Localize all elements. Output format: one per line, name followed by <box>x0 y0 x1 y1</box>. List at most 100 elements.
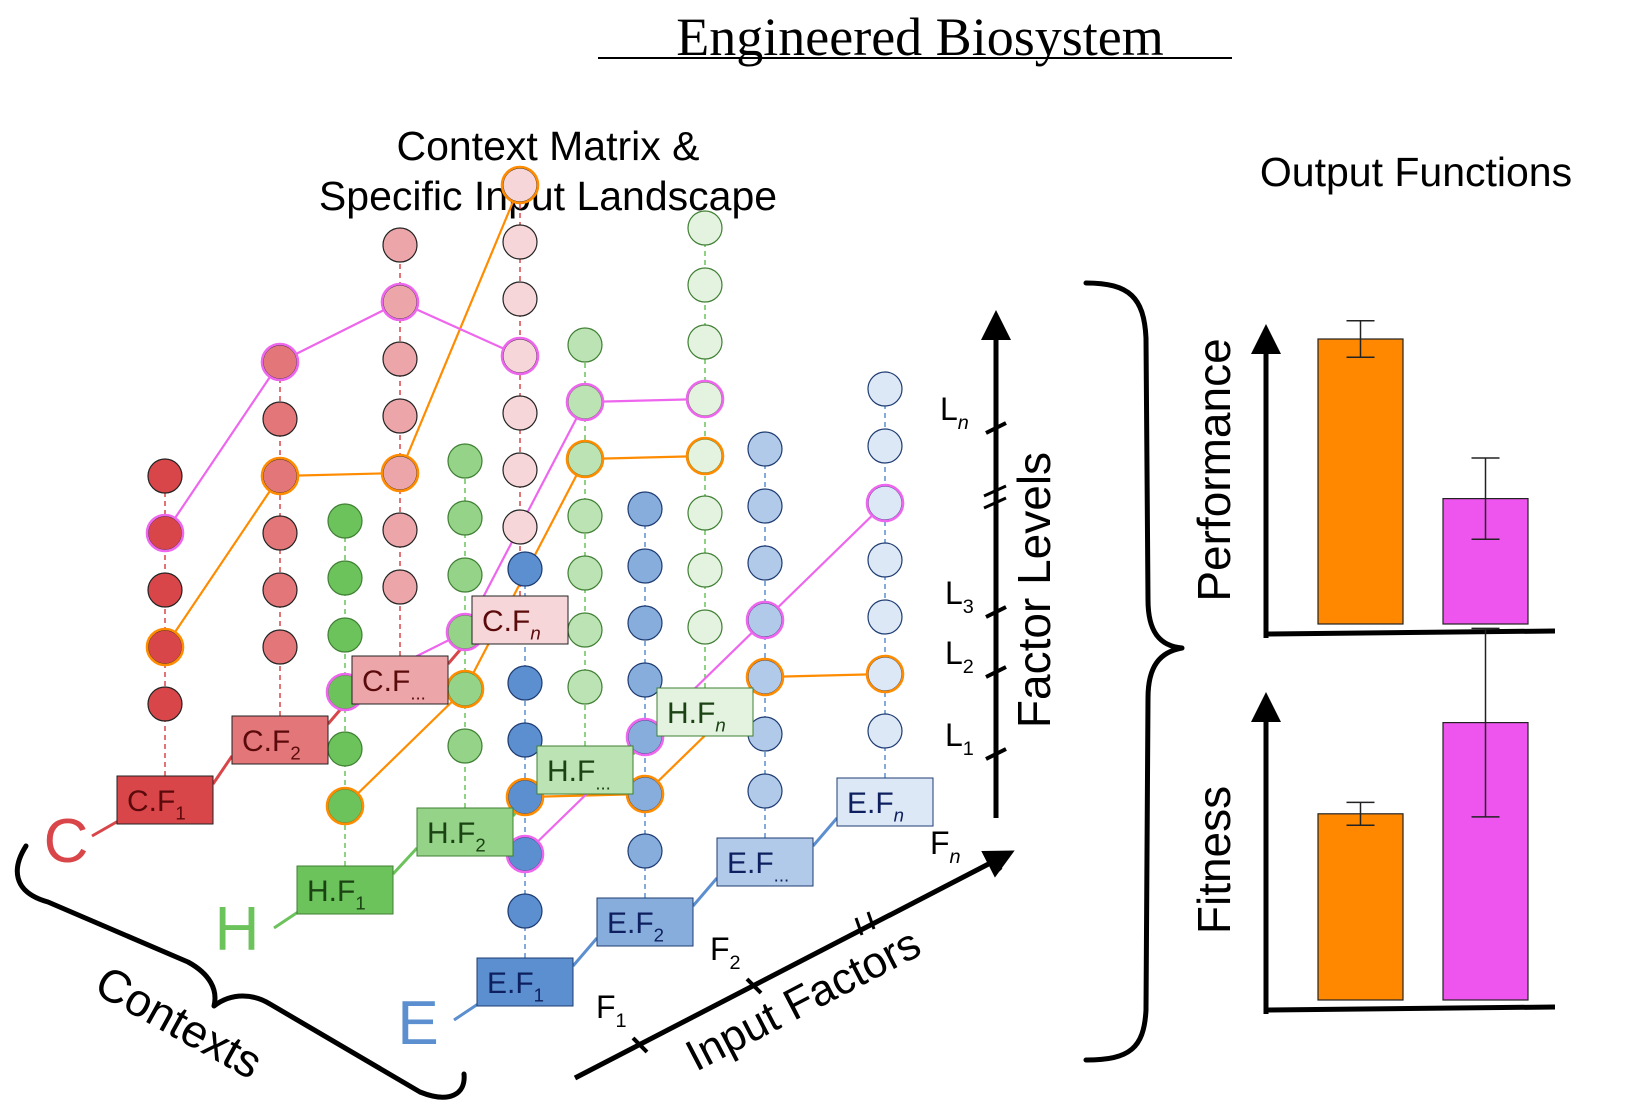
chart-bar-orange <box>1317 338 1404 625</box>
factor-box-c-2 <box>231 715 329 765</box>
factor-level-tick-label: L3 <box>945 575 974 618</box>
selected-level-ring <box>260 456 300 496</box>
connector-c-1 <box>211 755 234 785</box>
factor-box-label: H.Fn <box>667 697 726 735</box>
level-circle <box>747 545 783 581</box>
level-circle <box>502 224 538 260</box>
level-circle <box>147 572 183 608</box>
connector-h-1 <box>391 846 419 876</box>
connector-e <box>453 1002 479 1022</box>
chart-ylabel: Performance <box>1188 338 1240 601</box>
selected-level-ring <box>145 627 185 667</box>
connector-c <box>91 818 121 838</box>
factor-box-label: C.F2 <box>242 725 301 763</box>
factor-level-tick-label: Ln <box>940 391 969 434</box>
factor-box-label: E.Fn <box>847 787 904 825</box>
context-letters: C H E <box>44 807 439 1058</box>
factor-box-c-3 <box>351 655 449 705</box>
level-circle <box>382 227 418 263</box>
chart-performance: Performance <box>1188 320 1556 638</box>
level-circle <box>687 210 723 246</box>
level-circle <box>507 665 543 701</box>
selected-level-ring <box>685 436 725 476</box>
level-circle <box>327 503 363 539</box>
output-functions-brace <box>1083 280 1185 1063</box>
output-charts: Performance Fitness <box>1188 320 1556 1014</box>
level-circle <box>567 612 603 648</box>
level-circle <box>687 324 723 360</box>
factor-level-tick-label: L2 <box>945 635 974 678</box>
selected-level-ring <box>745 657 785 697</box>
factor-box-h-2 <box>416 807 514 857</box>
level-circle <box>382 512 418 548</box>
selected-level-ring <box>325 786 365 826</box>
factor-box-c-1 <box>116 775 214 825</box>
connector-e-3 <box>811 817 839 847</box>
level-circle <box>747 488 783 524</box>
input-factor-tick <box>631 1036 649 1054</box>
context-letter-h: H <box>215 895 260 964</box>
selected-level-ring <box>565 382 605 422</box>
level-circle <box>447 443 483 479</box>
selected-level-ring <box>625 717 665 757</box>
input-factor-tick-label: Fn <box>930 825 961 868</box>
input-factor-tick-label: F1 <box>596 989 627 1032</box>
input-factor-tick <box>985 854 1003 872</box>
level-circle <box>327 560 363 596</box>
selected-level-ring <box>865 654 905 694</box>
selected-level-ring <box>500 165 540 205</box>
factor-levels-label: Factor Levels <box>1008 452 1060 728</box>
factor-box-h-1 <box>296 865 394 915</box>
input-axis-break <box>866 911 876 930</box>
selected-level-ring <box>865 483 905 523</box>
factor-box-label: C.F... <box>362 665 426 703</box>
level-circle <box>147 458 183 494</box>
level-axis-break <box>983 484 1007 498</box>
magenta-path-e <box>524 502 886 855</box>
level-circle <box>687 552 723 588</box>
factor-box-label: H.F2 <box>427 817 486 855</box>
level-circle <box>382 569 418 605</box>
input-factors-axis: F1 F2 Fn <box>573 825 1015 1081</box>
level-circle <box>627 833 663 869</box>
factor-box-label: E.F1 <box>487 967 544 1005</box>
level-circle <box>382 341 418 377</box>
level-circle <box>147 686 183 722</box>
level-circle <box>567 327 603 363</box>
factor-levels-axis: L1 L2 L3 Ln <box>940 310 1011 818</box>
factor-box-e-2 <box>596 897 694 947</box>
level-circle <box>627 605 663 641</box>
level-circle <box>867 428 903 464</box>
level-circle <box>567 555 603 591</box>
factor-level-circles <box>145 165 905 929</box>
level-circle <box>627 548 663 584</box>
factor-box-label: H.F1 <box>307 875 366 913</box>
contexts-label: Contexts <box>87 955 271 1088</box>
factor-box-h-3 <box>536 745 634 795</box>
heading-context-matrix: Context Matrix & <box>396 123 699 169</box>
selected-level-ring <box>380 282 420 322</box>
factor-boxes: C.F1 C.F2 C.F... C.Fn H.F1 H.F2 H.F... H.Fn E.F1… <box>116 595 934 1007</box>
level-circle <box>262 629 298 665</box>
factor-box-c-4 <box>471 595 569 645</box>
level-circle <box>627 491 663 527</box>
contexts-brace <box>14 843 467 1100</box>
factor-box-label: H.F... <box>547 755 611 793</box>
level-circle <box>687 267 723 303</box>
level-circle <box>747 773 783 809</box>
factor-box-label: C.F1 <box>127 785 186 823</box>
level-circle <box>382 398 418 434</box>
chart-bar-orange <box>1317 813 1404 1001</box>
chart-ylabel: Fitness <box>1188 786 1240 934</box>
chart-x-axis <box>1265 1004 1556 1013</box>
input-factors-axis-line <box>573 850 1015 1081</box>
context-letter-c: C <box>44 807 89 876</box>
input-axis-break <box>854 917 864 936</box>
selected-level-ring <box>380 453 420 493</box>
level-circle <box>262 401 298 437</box>
magenta-path-c <box>164 300 521 534</box>
level-circle <box>262 515 298 551</box>
selected-level-ring <box>505 777 545 817</box>
factor-level-tick-label: L1 <box>945 717 974 760</box>
selected-level-ring <box>145 513 185 553</box>
